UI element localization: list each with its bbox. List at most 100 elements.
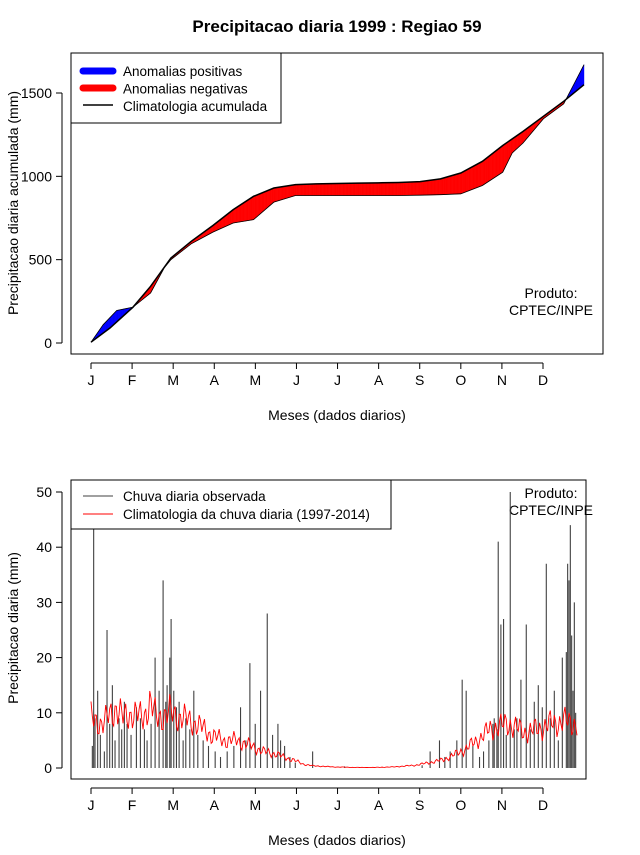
negative-anomaly-segment — [501, 145, 503, 174]
negative-anomaly-segment — [299, 184, 302, 196]
negative-anomaly-segment — [327, 183, 330, 196]
top-x-tick-label: A — [210, 372, 220, 388]
negative-anomaly-segment — [494, 150, 497, 178]
top-x-tick-label: M — [167, 372, 179, 388]
negative-anomaly-segment — [371, 182, 373, 196]
negative-anomaly-segment — [321, 183, 323, 196]
top-x-tick-label: J — [88, 372, 95, 388]
negative-anomaly-segment — [405, 181, 407, 196]
negative-anomaly-segment — [242, 202, 245, 222]
negative-anomaly-segment — [471, 166, 474, 190]
negative-anomaly-segment — [349, 183, 352, 196]
negative-anomaly-segment — [245, 200, 247, 222]
negative-anomaly-segment — [442, 177, 445, 195]
negative-anomaly-segment — [257, 193, 260, 217]
top-y-tick-label: 1000 — [21, 168, 52, 184]
negative-anomaly-segment — [497, 148, 499, 177]
top-y-tick-label: 1500 — [21, 85, 52, 101]
bottom-y-axis-label: Precipitacao diaria (mm) — [5, 552, 21, 704]
negative-anomaly-segment — [465, 169, 468, 193]
negative-anomaly-segment — [281, 186, 284, 200]
negative-anomaly-segment — [457, 173, 460, 195]
negative-anomaly-segment — [399, 182, 402, 196]
negative-anomaly-segment — [384, 182, 387, 196]
negative-anomaly-segment — [315, 183, 318, 196]
negative-anomaly-segment — [461, 171, 464, 194]
top-y-axis-label: Precipitacao diaria acumulada (mm) — [5, 91, 21, 315]
top-annotation-line1: Produto: — [525, 285, 578, 301]
bottom-y-tick-label: 10 — [36, 705, 52, 721]
negative-anomaly-segment — [265, 190, 268, 210]
bottom-x-tick-label: D — [538, 797, 548, 813]
negative-anomaly-segment — [383, 182, 386, 196]
negative-anomaly-segment — [455, 173, 457, 195]
bottom-x-tick-label: J — [88, 797, 95, 813]
top-x-tick-label: J — [293, 372, 300, 388]
negative-anomaly-segment — [373, 182, 376, 196]
negative-anomaly-segment — [235, 206, 238, 223]
negative-anomaly-segment — [467, 168, 470, 192]
negative-anomaly-segment — [256, 194, 258, 218]
negative-anomaly-segment — [486, 156, 489, 184]
negative-anomaly-segment — [243, 201, 246, 222]
negative-anomaly-segment — [254, 194, 257, 219]
negative-anomaly-segment — [358, 182, 361, 196]
negative-anomaly-segment — [488, 154, 491, 182]
bottom-y-tick-label: 50 — [36, 484, 52, 500]
negative-anomaly-segment — [382, 182, 384, 196]
negative-anomaly-segment — [360, 182, 363, 196]
bottom-legend-label: Climatologia da chuva diaria (1997-2014) — [123, 507, 370, 522]
bottom-legend-label: Chuva diaria observada — [123, 489, 266, 504]
negative-anomaly-segment — [512, 137, 514, 154]
negative-anomaly-segment — [233, 208, 235, 224]
negative-anomaly-segment — [464, 169, 467, 193]
negative-anomaly-segment — [392, 182, 395, 196]
negative-anomaly-segment — [350, 183, 353, 196]
negative-anomaly-segment — [414, 181, 417, 196]
negative-anomaly-segment — [398, 182, 400, 196]
negative-anomaly-segment — [478, 162, 480, 188]
negative-anomaly-segment — [333, 183, 335, 196]
negative-anomaly-segment — [342, 183, 345, 196]
top-x-tick-label: M — [250, 372, 262, 388]
negative-anomaly-segment — [474, 164, 476, 189]
negative-anomaly-segment — [502, 144, 505, 173]
negative-anomaly-segment — [266, 189, 269, 209]
negative-anomaly-segment — [386, 182, 388, 196]
negative-anomaly-segment — [380, 182, 383, 196]
bottom-x-tick-label: M — [250, 797, 262, 813]
top-legend-label: Climatologia acumulada — [123, 99, 268, 114]
top-x-tick-label: D — [538, 372, 548, 388]
negative-anomaly-segment — [300, 184, 303, 196]
negative-anomaly-segment — [238, 204, 241, 223]
negative-anomaly-segment — [468, 167, 471, 192]
negative-anomaly-segment — [441, 177, 444, 195]
negative-anomaly-segment — [348, 183, 350, 196]
bottom-x-tick-label: J — [334, 797, 341, 813]
negative-anomaly-segment — [505, 142, 507, 167]
negative-anomaly-segment — [433, 179, 436, 196]
negative-anomaly-segment — [272, 187, 275, 204]
negative-anomaly-segment — [377, 182, 380, 196]
negative-anomaly-segment — [514, 135, 517, 151]
negative-anomaly-segment — [498, 147, 501, 176]
negative-anomaly-segment — [372, 182, 375, 196]
bottom-x-tick-label: S — [415, 797, 424, 813]
negative-anomaly-segment — [406, 181, 409, 196]
negative-anomaly-segment — [476, 163, 479, 188]
top-x-tick-label: N — [497, 372, 507, 388]
negative-anomaly-segment — [460, 171, 463, 195]
negative-anomaly-segment — [444, 177, 447, 195]
negative-anomaly-segment — [518, 132, 521, 148]
bottom-legend-box — [70, 479, 392, 530]
bottom-x-tick-label: M — [167, 797, 179, 813]
negative-anomaly-segment — [303, 184, 306, 196]
negative-anomaly-segment — [230, 210, 233, 225]
negative-anomaly-segment — [459, 172, 461, 195]
negative-anomaly-segment — [302, 184, 304, 196]
negative-anomaly-segment — [487, 155, 490, 183]
negative-anomaly-segment — [318, 183, 321, 196]
negative-anomaly-segment — [322, 183, 325, 196]
top-plot-frame — [70, 52, 604, 355]
top-x-tick-label: J — [334, 372, 341, 388]
